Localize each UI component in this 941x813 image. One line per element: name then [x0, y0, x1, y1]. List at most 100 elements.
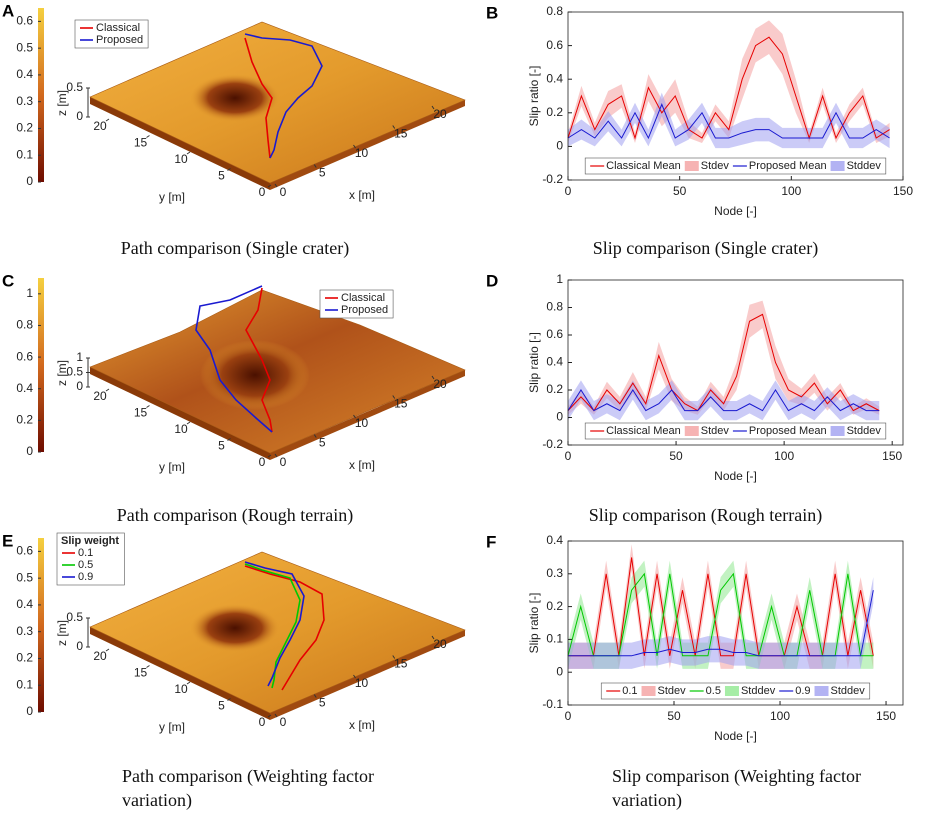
- colorbar: [38, 8, 44, 182]
- crater: [200, 340, 310, 410]
- legend-label: Proposed Mean: [749, 160, 827, 172]
- panel-label: F: [486, 532, 496, 551]
- x-tick-label: 10: [355, 146, 369, 160]
- y-tick: [105, 648, 110, 652]
- x-tick-label: 10: [355, 416, 369, 430]
- x-tick: [431, 105, 435, 110]
- y-tick-label: 10: [174, 152, 188, 166]
- caption: Path comparison (Weighting factor variat…: [122, 766, 374, 810]
- x-tick-label: 15: [394, 127, 408, 141]
- x-tick: [274, 453, 278, 458]
- legend-label: 0.5: [706, 685, 721, 697]
- mean-line: [567, 389, 880, 412]
- colorbar-tick-label: 0.3: [16, 94, 33, 108]
- y-axis-label: Slip ratio [-]: [527, 66, 541, 127]
- x-tick: [313, 694, 317, 698]
- y-tick-label: 15: [134, 666, 148, 680]
- x-tick: [353, 674, 356, 679]
- z-tick-label: 1: [76, 350, 83, 364]
- z-axis-label: z [m]: [55, 360, 69, 386]
- legend-label: 0.9: [78, 571, 93, 583]
- legend-swatch: [684, 161, 699, 171]
- path-trail: [244, 37, 273, 159]
- legend-label: Classical Mean: [606, 160, 681, 172]
- axes-box: [567, 540, 904, 706]
- colorbar-tick-label: 0.5: [16, 570, 33, 584]
- y-tick-label: 0.6: [546, 38, 563, 52]
- y-tick-label: 0: [259, 185, 266, 199]
- legend-label: Stddev: [847, 425, 882, 437]
- y-tick-label: 15: [134, 406, 148, 420]
- legend-title: Slip weight: [61, 535, 119, 547]
- legend-label: Proposed: [341, 304, 388, 316]
- mean-line: [568, 590, 874, 657]
- x-tick-label: 5: [319, 436, 326, 450]
- y-tick: [227, 168, 231, 171]
- y-tick-label: 5: [218, 169, 225, 183]
- legend-label: Classical: [96, 22, 140, 34]
- x-axis-label: x [m]: [349, 458, 375, 472]
- x-tick-label: 0: [280, 715, 287, 729]
- x-tick-label: 10: [355, 676, 369, 690]
- y-tick-label: 0.8: [546, 4, 563, 18]
- colorbar: [38, 278, 44, 452]
- x-tick-label: 20: [433, 377, 447, 391]
- colorbar-tick-label: 0.1: [16, 677, 33, 691]
- y-tick: [186, 681, 191, 685]
- y-tick: [186, 421, 191, 425]
- mean-line: [567, 103, 890, 140]
- legend-label: Stddev: [847, 160, 882, 172]
- y-axis-label: Slip ratio [-]: [527, 332, 541, 393]
- z-tick-label: 0.5: [66, 610, 83, 624]
- y-tick: [186, 151, 191, 155]
- x-axis-label: Node [-]: [714, 204, 757, 218]
- legend-swatch: [684, 426, 699, 436]
- y-tick: [267, 454, 272, 458]
- panel-label: B: [486, 3, 498, 22]
- legend-swatch: [830, 426, 845, 436]
- y-tick: [227, 438, 231, 441]
- y-tick-label: 0: [556, 664, 563, 678]
- legend-swatch: [724, 686, 739, 696]
- x-tick-label: 15: [394, 657, 408, 671]
- x-axis-label: x [m]: [349, 718, 375, 732]
- y-tick-label: -0.2: [542, 437, 563, 451]
- y-tick-label: -0.2: [542, 172, 563, 186]
- z-axis-label: z [m]: [55, 90, 69, 116]
- y-tick-label: 0.4: [546, 533, 563, 547]
- legend-swatch: [641, 686, 656, 696]
- z-tick-label: 0.5: [66, 80, 83, 94]
- y-tick-label: 5: [218, 699, 225, 713]
- colorbar-tick-label: 0.5: [16, 40, 33, 54]
- y-tick: [146, 405, 150, 408]
- path-trail: [195, 285, 273, 433]
- y-tick-label: 0.1: [546, 632, 563, 646]
- axes-box: [567, 11, 904, 181]
- x-axis-label: x [m]: [349, 188, 375, 202]
- y-tick: [267, 714, 272, 718]
- mean-line: [567, 313, 880, 412]
- x-tick-label: 20: [433, 637, 447, 651]
- colorbar-tick-label: 0.8: [16, 318, 33, 332]
- caption: Path comparison (Rough terrain): [116, 505, 354, 525]
- legend-label: Stddev: [741, 685, 776, 697]
- colorbar-tick-label: 1: [26, 286, 33, 300]
- legend-label: Stddev: [831, 685, 866, 697]
- surface-side: [270, 370, 465, 460]
- surface-side: [270, 630, 465, 720]
- x-tick-label: 100: [774, 449, 794, 463]
- y-axis-label: y [m]: [159, 720, 185, 734]
- y-tick: [146, 135, 150, 138]
- legend-label: Classical Mean: [606, 425, 681, 437]
- x-tick: [313, 434, 317, 438]
- legend-label: Stdev: [658, 685, 687, 697]
- x-tick: [353, 144, 356, 149]
- y-tick-label: 0: [259, 715, 266, 729]
- y-tick-label: 20: [93, 389, 107, 403]
- y-axis-label: y [m]: [159, 190, 185, 204]
- colorbar-tick-label: 0.3: [16, 624, 33, 638]
